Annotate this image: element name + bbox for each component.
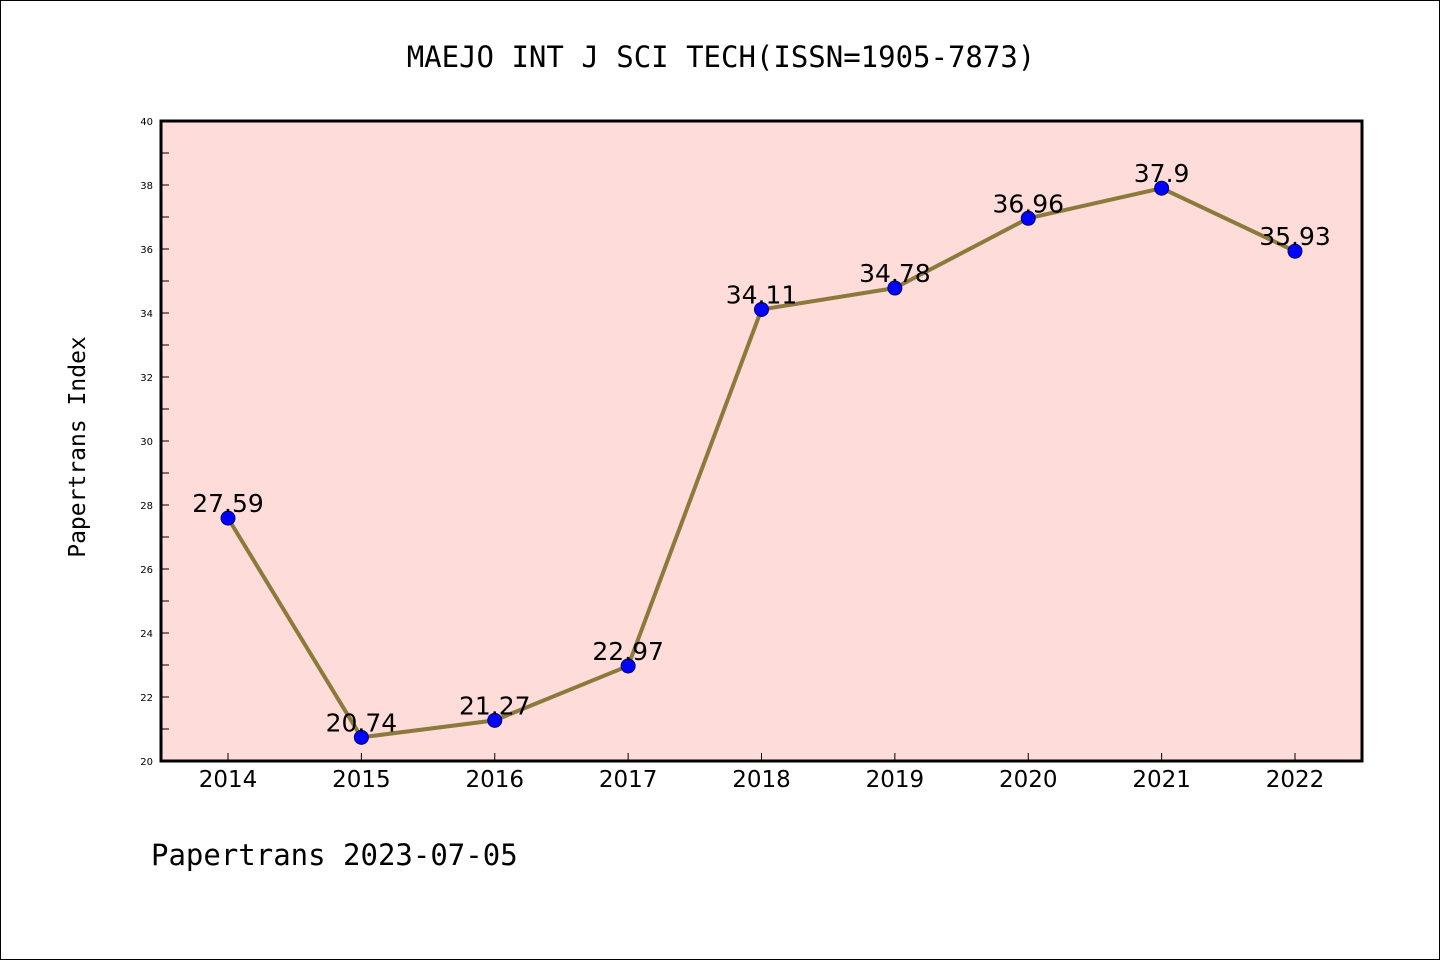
data-label: 20.74 xyxy=(326,708,398,737)
plot-frame xyxy=(159,119,1364,763)
data-label: 34.78 xyxy=(859,259,931,288)
y-tick-label: 36 xyxy=(140,245,153,256)
y-tick-label: 30 xyxy=(140,437,153,448)
x-tick-label: 2022 xyxy=(1266,767,1325,793)
data-point xyxy=(620,658,636,674)
y-axis-ticks: 20 22 24 26 28 30 32 34 36 38 40 xyxy=(140,117,169,768)
data-points xyxy=(220,180,1303,745)
data-label: 22.97 xyxy=(592,637,664,666)
data-label: 36.96 xyxy=(992,189,1064,218)
data-point xyxy=(1287,243,1303,259)
x-tick-label: 2014 xyxy=(199,767,258,793)
data-label: 34.11 xyxy=(726,280,798,309)
x-axis-ticks: 2014 2015 2016 2017 2018 2019 2020 2021 2022 xyxy=(199,753,1325,793)
y-tick-label: 22 xyxy=(140,693,153,704)
y-tick-label: 24 xyxy=(140,629,153,640)
y-tick-label: 38 xyxy=(140,181,153,192)
data-point xyxy=(754,301,769,317)
x-tick-label: 2018 xyxy=(732,767,791,793)
data-point xyxy=(1154,180,1170,196)
y-axis-label: Papertrans Index xyxy=(65,336,91,558)
data-label: 35.93 xyxy=(1259,222,1331,251)
y-tick-label: 20 xyxy=(140,757,153,768)
x-tick-label: 2020 xyxy=(999,767,1058,793)
data-point xyxy=(887,280,903,296)
y-tick-label: 40 xyxy=(140,117,153,128)
plot-area xyxy=(161,121,1362,761)
data-point xyxy=(487,712,503,728)
data-label: 27.59 xyxy=(192,489,264,518)
data-point xyxy=(353,729,369,745)
x-tick-label: 2021 xyxy=(1132,767,1191,793)
data-label: 37.9 xyxy=(1134,159,1190,188)
x-tick-label: 2019 xyxy=(866,767,925,793)
chart-title: MAEJO INT J SCI TECH(ISSN=1905-7873) xyxy=(407,40,1036,74)
data-point xyxy=(220,510,236,526)
data-labels: 27.59 20.74 21.27 22.97 34.11 34.78 36.96 37.9 3… xyxy=(192,159,1331,737)
data-label: 21.27 xyxy=(459,691,531,720)
x-tick-label: 2015 xyxy=(332,767,391,793)
x-tick-label: 2017 xyxy=(599,767,658,793)
y-tick-label: 28 xyxy=(140,501,153,512)
y-tick-label: 26 xyxy=(140,565,153,576)
data-point xyxy=(1020,210,1036,226)
y-tick-label: 34 xyxy=(140,309,153,320)
y-tick-label: 32 xyxy=(140,373,153,384)
footer-credit: Papertrans 2023-07-05 xyxy=(151,838,518,872)
x-tick-label: 2016 xyxy=(465,767,524,793)
